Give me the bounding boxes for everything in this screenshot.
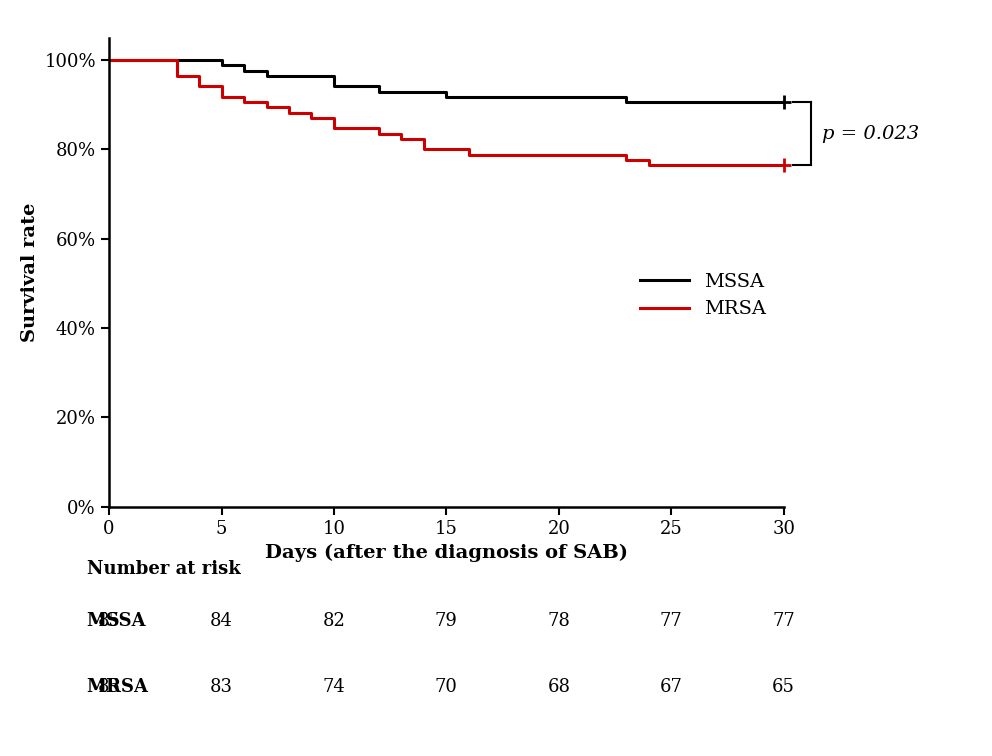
Text: 65: 65: [772, 678, 796, 696]
Y-axis label: Survival rate: Survival rate: [21, 203, 39, 342]
Text: 70: 70: [434, 678, 458, 696]
Text: 74: 74: [322, 678, 345, 696]
Text: MSSA: MSSA: [86, 612, 146, 631]
X-axis label: Days (after the diagnosis of SAB): Days (after the diagnosis of SAB): [265, 544, 628, 562]
Text: 79: 79: [434, 612, 458, 631]
Text: 82: 82: [322, 612, 345, 631]
Text: 77: 77: [773, 612, 795, 631]
Legend: MSSA, MRSA: MSSA, MRSA: [632, 265, 774, 327]
Text: p = 0.023: p = 0.023: [822, 125, 919, 143]
Text: MRSA: MRSA: [86, 678, 149, 696]
Text: 77: 77: [660, 612, 682, 631]
Text: 78: 78: [548, 612, 570, 631]
Text: Number at risk: Number at risk: [86, 560, 240, 578]
Text: 85: 85: [97, 678, 121, 696]
Text: 67: 67: [660, 678, 682, 696]
Text: 68: 68: [548, 678, 570, 696]
Text: 83: 83: [210, 678, 233, 696]
Text: 84: 84: [210, 612, 233, 631]
Text: 85: 85: [97, 612, 121, 631]
